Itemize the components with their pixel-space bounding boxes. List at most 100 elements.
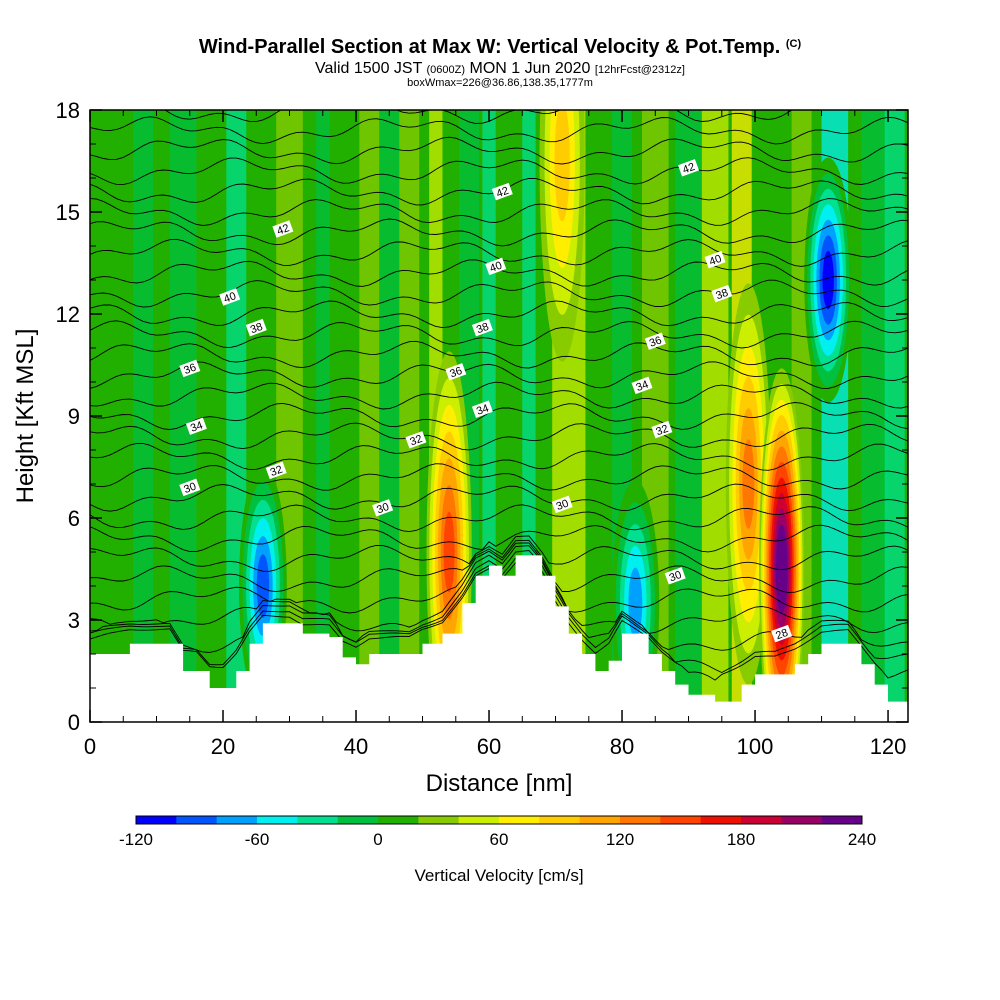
y-axis-title: Height [Kft MSL] <box>12 329 39 504</box>
isentrope-line <box>90 504 908 533</box>
colorbar-swatch <box>297 816 339 824</box>
colorbar-swatch <box>579 816 621 824</box>
isentrope-label-bg <box>704 250 726 269</box>
isentrope-line <box>90 300 908 329</box>
velocity-band <box>359 110 380 722</box>
isentrope-line <box>90 116 908 145</box>
colorbar-swatch <box>458 816 500 824</box>
isentrope-label-text: 38 <box>714 287 730 302</box>
isentrope-label-bg <box>551 495 573 514</box>
isentrope-line <box>90 157 908 186</box>
isentrope-line <box>90 422 908 451</box>
isentrope-label: 32 <box>651 420 673 439</box>
isentrope-label: 30 <box>551 495 573 514</box>
isentrope-label-bg <box>179 359 201 378</box>
colorbar-swatch <box>821 816 863 824</box>
isentrope-label-bg <box>711 284 733 303</box>
isentrope-label-text: 30 <box>182 481 198 496</box>
x-axis-title: Distance [nm] <box>426 770 573 797</box>
isentrope-label: 40 <box>704 250 726 269</box>
updraft-core <box>554 110 570 222</box>
isentrope-label-bg <box>445 363 467 381</box>
colorbar-swatch <box>216 816 258 824</box>
x-tick-label: 80 <box>610 734 634 759</box>
isentrope-line <box>90 361 908 389</box>
colorbar-label: 0 <box>373 830 382 849</box>
isentrope-label-bg <box>372 499 394 517</box>
isentrope-line <box>90 524 908 553</box>
colorbar-swatch <box>136 816 177 824</box>
isentrope-label: 42 <box>491 182 513 201</box>
velocity-band <box>399 110 420 722</box>
isentrope-line <box>90 238 908 267</box>
isentrope-label: 40 <box>219 288 241 306</box>
isentrope-line <box>90 381 908 410</box>
velocity-band <box>133 110 154 722</box>
isentrope-label: 28 <box>771 624 793 643</box>
isentrope-line <box>90 198 908 226</box>
isentrope-label-text: 36 <box>648 334 664 349</box>
velocity-band <box>169 110 197 722</box>
isentrope-label-text: 42 <box>275 222 291 237</box>
isentrope-label: 42 <box>677 159 700 177</box>
isentrope-label: 38 <box>711 284 733 303</box>
x-tick-label: 60 <box>477 734 501 759</box>
isentrope-line <box>90 320 908 349</box>
y-tick-label: 0 <box>68 710 80 735</box>
isentrope-line <box>90 402 908 430</box>
isentrope-label: 32 <box>265 461 287 480</box>
isentrope-label-text: 38 <box>249 321 265 336</box>
x-tick-label: 120 <box>870 734 907 759</box>
isentrope-label-bg <box>771 624 793 643</box>
isentrope-label-bg <box>664 567 686 585</box>
velocity-band <box>199 110 220 722</box>
velocity-band <box>585 110 606 722</box>
isentrope-label-text: 34 <box>475 402 491 417</box>
isentrope-label-bg <box>491 182 513 201</box>
isentrope-label-bg <box>185 417 207 435</box>
isentrope-label-text: 30 <box>375 501 391 516</box>
isentrope-label-bg <box>272 220 294 238</box>
colorbar-label: 60 <box>490 830 509 849</box>
isentrope-label-text: 30 <box>668 569 684 584</box>
isentrope-label-bg <box>405 431 427 449</box>
isentrope-label-bg <box>651 420 673 439</box>
colorbar-swatch <box>741 816 782 824</box>
y-tick-label: 9 <box>68 404 80 429</box>
isentrope-line <box>90 542 908 614</box>
isentrope-label-bg <box>471 400 493 418</box>
colorbar-label: -120 <box>119 830 153 849</box>
terrain-mask <box>90 555 908 722</box>
isentrope-label-text: 36 <box>448 365 464 380</box>
isentrope-label: 32 <box>405 431 427 449</box>
colorbar-swatch <box>660 816 702 824</box>
isentrope-label: 34 <box>185 417 207 435</box>
colorbar-swatch <box>176 816 218 824</box>
isentrope-label-text: 34 <box>189 419 205 434</box>
isentrope-label-bg <box>219 288 241 306</box>
isentrope-line <box>90 218 908 247</box>
isentrope-line <box>90 442 908 471</box>
chart-subtitle: Valid 1500 JST (0600Z) MON 1 Jun 2020 [1… <box>315 60 685 77</box>
isentrope-label-bg <box>265 461 287 480</box>
velocity-band <box>379 110 400 722</box>
colorbar-swatch <box>620 816 661 824</box>
colorbar-swatch <box>781 816 823 824</box>
isentrope-label: 30 <box>179 478 201 497</box>
chart-box-info: boxWmax=226@36.86,138.35,1777m <box>407 77 593 89</box>
x-tick-label: 40 <box>344 734 368 759</box>
isentrope-label: 38 <box>245 318 267 337</box>
y-tick-label: 3 <box>68 608 80 633</box>
colorbar-swatch <box>337 816 379 824</box>
y-tick-label: 18 <box>56 98 80 123</box>
velocity-band <box>316 110 330 722</box>
colorbar-frame <box>135 815 863 825</box>
isentrope-label-text: 36 <box>182 362 198 377</box>
isentrope-label-text: 38 <box>475 321 491 336</box>
colorbar-swatch <box>378 816 419 824</box>
isentrope-label-bg <box>631 376 653 395</box>
isentrope-label: 30 <box>664 567 686 585</box>
colorbar-label: 180 <box>727 830 755 849</box>
chart-title: Wind-Parallel Section at Max W: Vertical… <box>198 36 802 58</box>
